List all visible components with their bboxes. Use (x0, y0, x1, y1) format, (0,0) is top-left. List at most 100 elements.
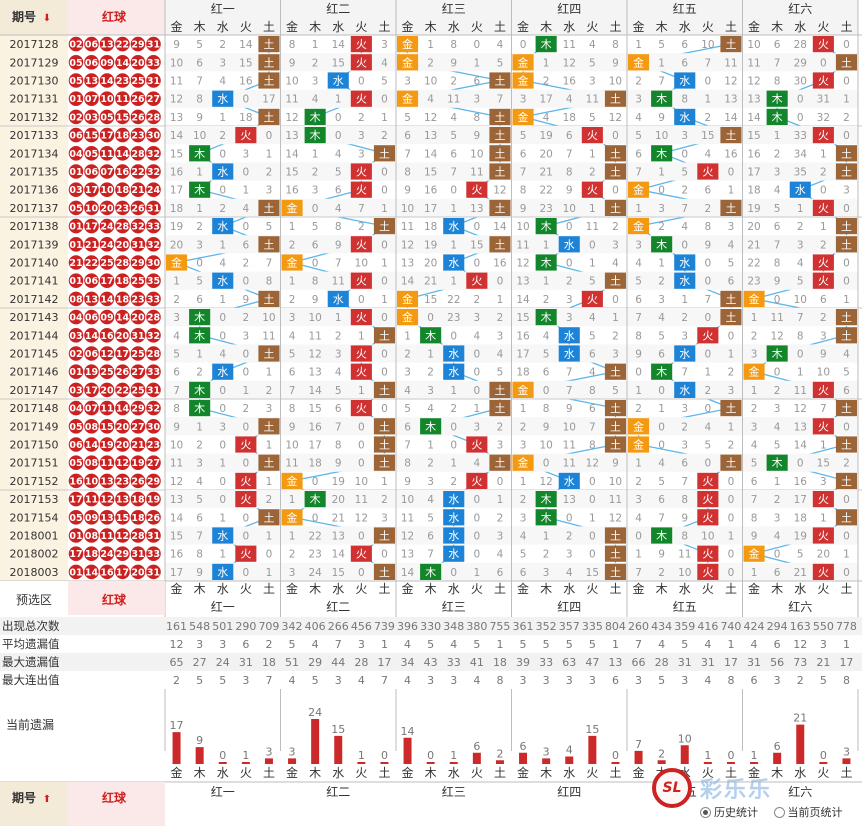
miss-value: 6 (751, 476, 758, 488)
miss-value: 5 (635, 130, 642, 142)
hit-cell-3 (235, 436, 257, 453)
miss-value: 3 (751, 349, 758, 361)
hit-label: 火 (356, 38, 367, 51)
miss-value: 1 (266, 440, 273, 452)
red-ball-number: 06 (85, 276, 99, 287)
miss-bar (403, 737, 412, 764)
miss-value: 9 (312, 294, 319, 306)
miss-value: 15 (586, 567, 599, 579)
hit-cell-4 (373, 527, 395, 544)
miss-value: 5 (658, 476, 665, 488)
red-ball-number: 23 (116, 76, 129, 87)
red-ball (68, 164, 84, 179)
miss-value: 9 (335, 458, 342, 470)
hit-cell-3 (697, 472, 719, 489)
stats-value: 359 (674, 620, 695, 633)
hit-label: 木 (425, 420, 436, 433)
miss-value: 4 (450, 112, 457, 124)
red-ball (84, 127, 99, 143)
miss-value: 14 (170, 130, 184, 142)
miss-value: 15 (701, 130, 714, 142)
red-ball (68, 473, 84, 489)
miss-value: 0 (266, 130, 273, 142)
miss-value: 15 (817, 458, 830, 470)
miss-value: 33 (794, 130, 807, 142)
hit-cell-3 (350, 36, 372, 53)
element-footer: 金 (402, 581, 414, 596)
history-stats-option[interactable]: 历史统计 (700, 804, 758, 820)
red-ball (68, 382, 84, 398)
red-ball (115, 237, 130, 252)
page-stats-option[interactable]: 当前页统计 (773, 804, 843, 820)
hit-cell-4 (489, 381, 511, 398)
hit-cell-3 (697, 545, 719, 562)
hit-cell-4 (373, 381, 395, 398)
history-stats-radio-icon[interactable] (700, 806, 711, 818)
miss-value: 10 (817, 367, 830, 379)
miss-value: 1 (635, 203, 642, 215)
element-header: 水 (679, 20, 691, 34)
hit-cell-2 (327, 290, 349, 307)
hit-label: 水 (564, 475, 575, 488)
miss-value: 0 (243, 94, 250, 106)
hit-label: 水 (564, 238, 575, 251)
red-ball-number: 12 (116, 458, 129, 469)
miss-value: 0 (381, 185, 388, 197)
red-ball (146, 528, 161, 543)
miss-value: 0 (474, 385, 481, 397)
miss-value: 11 (586, 94, 599, 106)
hit-label: 木 (656, 366, 667, 379)
miss-value: 6 (589, 349, 596, 361)
miss-value: 8 (705, 221, 712, 233)
miss-value: 13 (747, 94, 760, 106)
element-header: 土 (840, 20, 852, 34)
hit-cell-0 (628, 54, 650, 71)
hit-label: 水 (217, 220, 228, 233)
miss-value: 11 (401, 512, 414, 524)
miss-bar-value: 0 (427, 749, 434, 762)
page-stats-radio-icon[interactable] (773, 806, 785, 818)
stats-value: 3 (774, 674, 781, 687)
red-ball (115, 546, 130, 561)
miss-value: 0 (312, 203, 319, 215)
hit-cell-4 (489, 236, 511, 253)
miss-bar-element: 水 (794, 766, 806, 780)
red-ball-number: 26 (131, 476, 145, 487)
red-ball-number: 11 (100, 404, 113, 415)
hit-label: 火 (818, 493, 829, 506)
hit-label: 木 (656, 530, 667, 543)
miss-value: 0 (474, 349, 481, 361)
red-ball-number: 20 (116, 331, 130, 342)
miss-value: 6 (173, 367, 180, 379)
miss-value: 5 (404, 112, 411, 124)
miss-value: 12 (285, 112, 298, 124)
red-ball-number: 02 (69, 40, 82, 51)
red-ball (84, 528, 99, 543)
page-stats-label: 当前页统计 (787, 806, 843, 819)
red-ball-number: 33 (147, 367, 160, 378)
stats-value: 33 (447, 656, 461, 669)
miss-value: 0 (474, 494, 481, 506)
hit-label: 木 (194, 184, 205, 197)
red-ball-number: 11 (100, 531, 113, 542)
miss-value: 21 (424, 276, 437, 288)
miss-value: 3 (543, 567, 550, 579)
group-footer-4: 红四 (557, 599, 581, 614)
element-header: 水 (332, 20, 344, 34)
miss-value: 3 (797, 239, 804, 251)
red-ball-number: 13 (85, 76, 98, 87)
red-ball (84, 364, 99, 380)
miss-value: 3 (774, 403, 781, 415)
stats-value: 31 (701, 656, 715, 669)
stats-value: 13 (608, 656, 622, 669)
hit-cell-3 (235, 545, 257, 562)
miss-value: 0 (843, 494, 850, 506)
red-ball (84, 564, 99, 580)
hit-cell-0 (512, 381, 534, 398)
miss-value: 1 (751, 385, 758, 397)
miss-value: 4 (312, 94, 319, 106)
miss-value: 0 (681, 148, 688, 160)
red-ball (146, 109, 161, 125)
element-header: 木 (194, 20, 206, 34)
miss-value: 1 (335, 94, 342, 106)
